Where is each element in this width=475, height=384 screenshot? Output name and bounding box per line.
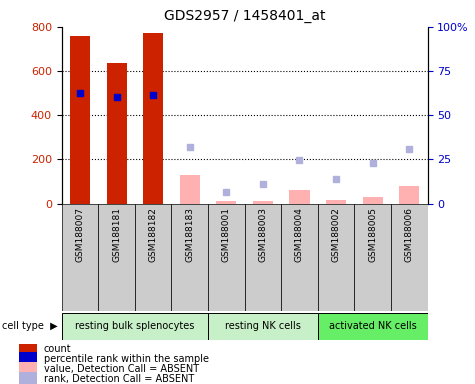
Bar: [62, 313, 208, 340]
Bar: [19, 341, 37, 356]
Bar: [216, 201, 237, 204]
Bar: [326, 200, 346, 204]
Text: GSM188005: GSM188005: [368, 207, 377, 262]
Bar: [135, 204, 171, 311]
Bar: [19, 362, 37, 376]
Bar: [318, 313, 428, 340]
Bar: [171, 204, 208, 311]
Bar: [143, 33, 163, 204]
Text: resting NK cells: resting NK cells: [225, 321, 301, 331]
Bar: [19, 351, 37, 366]
Bar: [180, 175, 200, 204]
Text: GSM188183: GSM188183: [185, 207, 194, 262]
Text: GSM188002: GSM188002: [332, 207, 341, 262]
Title: GDS2957 / 1458401_at: GDS2957 / 1458401_at: [164, 9, 325, 23]
Bar: [391, 204, 428, 311]
Bar: [98, 204, 135, 311]
Bar: [289, 190, 310, 204]
Text: GSM188003: GSM188003: [258, 207, 267, 262]
Text: GSM188006: GSM188006: [405, 207, 414, 262]
Bar: [245, 204, 281, 311]
Text: value, Detection Call = ABSENT: value, Detection Call = ABSENT: [44, 364, 199, 374]
Text: cell type  ▶: cell type ▶: [2, 321, 58, 331]
Bar: [106, 63, 127, 204]
Text: activated NK cells: activated NK cells: [329, 321, 417, 331]
Bar: [362, 197, 383, 204]
Bar: [208, 313, 318, 340]
Text: GSM188007: GSM188007: [76, 207, 85, 262]
Bar: [354, 204, 391, 311]
Text: count: count: [44, 344, 71, 354]
Bar: [70, 36, 90, 204]
Text: percentile rank within the sample: percentile rank within the sample: [44, 354, 209, 364]
Text: GSM188001: GSM188001: [222, 207, 231, 262]
Bar: [253, 201, 273, 204]
Bar: [318, 204, 354, 311]
Text: GSM188182: GSM188182: [149, 207, 158, 262]
Bar: [281, 204, 318, 311]
Text: rank, Detection Call = ABSENT: rank, Detection Call = ABSENT: [44, 374, 194, 384]
Bar: [399, 186, 419, 204]
Bar: [208, 204, 245, 311]
Text: resting bulk splenocytes: resting bulk splenocytes: [75, 321, 195, 331]
Bar: [62, 204, 98, 311]
Bar: [19, 372, 37, 384]
Text: GSM188181: GSM188181: [112, 207, 121, 262]
Text: GSM188004: GSM188004: [295, 207, 304, 262]
